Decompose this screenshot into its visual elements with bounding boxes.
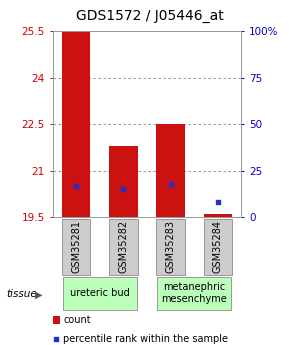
- Text: GSM35284: GSM35284: [213, 220, 223, 273]
- Text: ▶: ▶: [34, 290, 42, 300]
- Text: GDS1572 / J05446_at: GDS1572 / J05446_at: [76, 9, 224, 23]
- Bar: [157, 124, 185, 217]
- Bar: [62, 31, 90, 217]
- Text: GSM35282: GSM35282: [118, 220, 128, 273]
- Bar: [157, 218, 185, 275]
- Bar: [109, 146, 137, 217]
- Bar: [158, 277, 231, 310]
- Bar: [109, 218, 137, 275]
- Text: GSM35281: GSM35281: [71, 220, 81, 273]
- Text: metanephric
mesenchyme: metanephric mesenchyme: [161, 283, 227, 304]
- Text: ureteric bud: ureteric bud: [70, 288, 130, 298]
- Text: count: count: [63, 315, 91, 325]
- Text: percentile rank within the sample: percentile rank within the sample: [63, 334, 228, 344]
- Bar: [62, 218, 90, 275]
- Bar: [63, 277, 136, 310]
- Text: GSM35283: GSM35283: [166, 220, 176, 273]
- Bar: [204, 214, 232, 217]
- Text: tissue: tissue: [6, 289, 37, 299]
- Bar: [204, 218, 232, 275]
